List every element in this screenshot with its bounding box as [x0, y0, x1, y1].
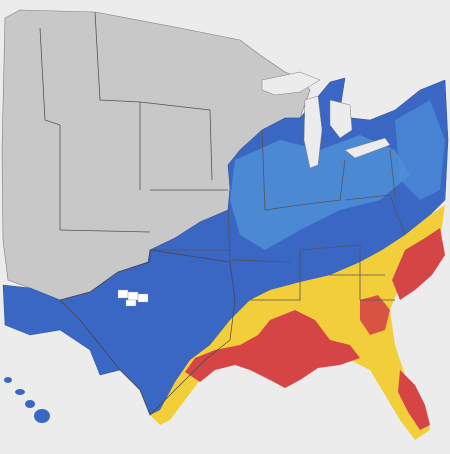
region-red-carolinas	[392, 228, 445, 300]
lake-michigan	[303, 95, 323, 169]
patch-white-4	[125, 299, 137, 307]
region-red-florida	[398, 370, 430, 430]
patch-light-blue-midwest	[230, 135, 410, 250]
lake-huron	[329, 99, 353, 139]
patch-light-blue-east	[395, 100, 445, 200]
lake-erie	[344, 137, 391, 159]
patch-white-3	[137, 293, 149, 303]
region-red-georgia	[360, 295, 390, 335]
texas-border	[59, 249, 236, 416]
patch-white-1	[117, 289, 129, 299]
lake-superior	[261, 71, 321, 96]
state-borders	[39, 11, 406, 301]
patch-white-2	[127, 291, 139, 301]
region-red-gulf	[185, 310, 360, 388]
hawaii-inset	[4, 377, 50, 423]
